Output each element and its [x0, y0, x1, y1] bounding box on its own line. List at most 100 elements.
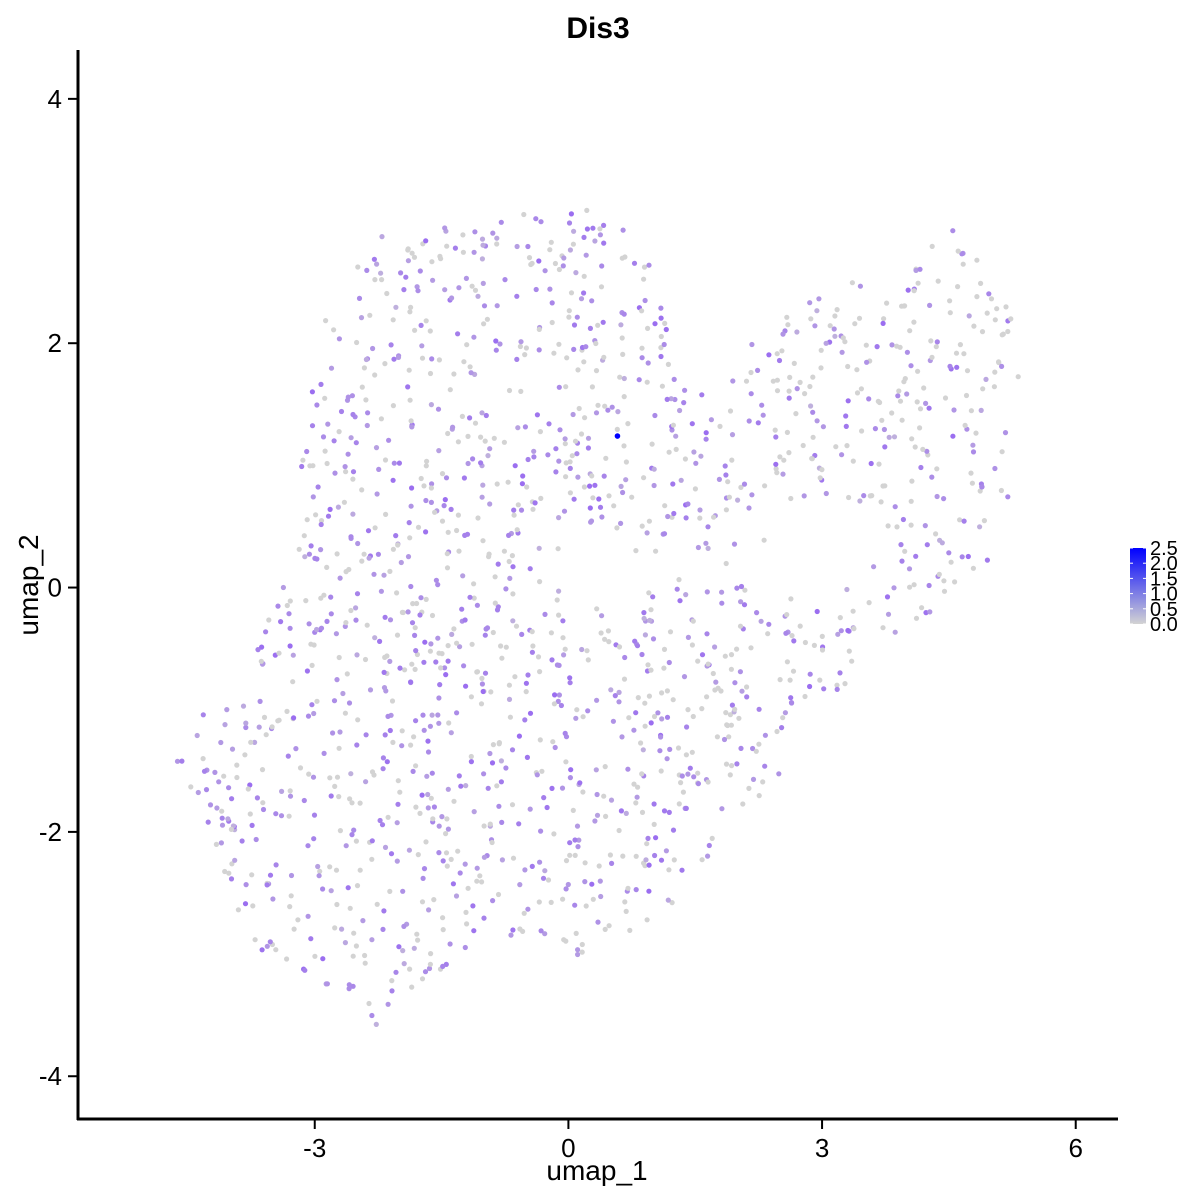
data-point: [519, 631, 525, 638]
data-point: [203, 787, 210, 793]
data-point: [974, 294, 980, 300]
data-point: [459, 606, 465, 612]
data-point: [421, 866, 428, 872]
data-point: [513, 623, 520, 629]
data-point: [489, 760, 496, 766]
data-point: [537, 579, 543, 585]
data-point: [353, 943, 359, 949]
data-point: [814, 418, 820, 424]
data-point: [469, 641, 475, 647]
data-point: [562, 441, 568, 447]
data-point: [328, 888, 334, 894]
data-point: [762, 732, 769, 738]
data-point: [345, 451, 351, 457]
data-point: [788, 695, 794, 701]
data-point: [657, 748, 663, 754]
data-point: [817, 475, 823, 481]
data-point: [465, 433, 471, 439]
data-point: [681, 400, 687, 406]
data-point: [306, 771, 312, 777]
data-point: [867, 493, 873, 499]
data-point: [627, 927, 633, 934]
data-point: [844, 586, 850, 593]
data-point: [348, 607, 354, 614]
data-point: [666, 809, 672, 816]
data-point: [370, 345, 376, 352]
data-point: [598, 630, 604, 636]
data-point: [706, 842, 712, 849]
data-point: [253, 836, 259, 843]
data-point: [503, 644, 509, 650]
data-point: [456, 285, 462, 291]
data-point: [417, 810, 423, 817]
data-point: [530, 506, 536, 512]
data-point: [479, 236, 486, 242]
data-point: [635, 784, 641, 790]
data-point: [639, 308, 645, 314]
data-point: [311, 710, 317, 717]
data-point: [332, 783, 338, 790]
data-point: [615, 409, 621, 415]
data-point: [442, 497, 448, 503]
data-point: [705, 853, 711, 859]
data-point: [810, 434, 816, 440]
data-point: [415, 288, 421, 294]
data-point: [318, 518, 325, 524]
data-point: [648, 607, 654, 613]
data-point: [968, 470, 974, 476]
data-point: [379, 234, 385, 240]
data-point: [522, 867, 528, 873]
data-point: [668, 396, 674, 402]
data-point: [934, 339, 940, 345]
data-point: [522, 717, 528, 723]
data-point: [239, 838, 245, 844]
data-point: [723, 710, 729, 716]
data-point: [322, 395, 328, 401]
data-point: [653, 548, 659, 554]
data-point: [851, 626, 857, 632]
data-point: [677, 407, 683, 414]
data-point: [444, 816, 450, 822]
data-point: [983, 376, 989, 382]
data-point: [330, 730, 336, 736]
data-point: [918, 464, 924, 471]
data-point: [346, 986, 352, 992]
data-point: [546, 421, 552, 427]
data-point: [467, 364, 473, 370]
data-point: [408, 304, 414, 310]
data-point: [380, 926, 386, 933]
data-point: [320, 434, 327, 440]
data-point: [622, 899, 628, 905]
data-point: [566, 308, 572, 314]
data-point: [651, 821, 657, 828]
data-point: [408, 583, 414, 590]
data-point: [347, 905, 353, 911]
data-point: [240, 703, 247, 709]
data-point: [357, 800, 363, 806]
data-point: [537, 669, 543, 675]
data-point: [228, 876, 235, 882]
data-point: [327, 864, 333, 870]
data-point: [639, 345, 645, 351]
data-point: [493, 347, 499, 353]
data-point: [411, 254, 418, 260]
data-point: [665, 361, 672, 367]
data-point: [567, 680, 573, 686]
data-point: [461, 359, 467, 365]
data-point: [550, 739, 556, 745]
data-point: [242, 901, 249, 907]
data-point: [361, 365, 367, 371]
data-point: [756, 706, 762, 712]
data-point: [481, 303, 488, 309]
data-point: [920, 446, 926, 452]
data-point: [562, 730, 568, 737]
data-point: [728, 652, 735, 658]
data-point: [906, 566, 913, 572]
data-point: [531, 454, 537, 460]
data-point: [436, 650, 442, 656]
data-point: [845, 627, 851, 634]
data-point: [728, 666, 735, 672]
data-point: [695, 544, 702, 551]
data-point: [395, 778, 401, 784]
data-point: [571, 346, 577, 352]
